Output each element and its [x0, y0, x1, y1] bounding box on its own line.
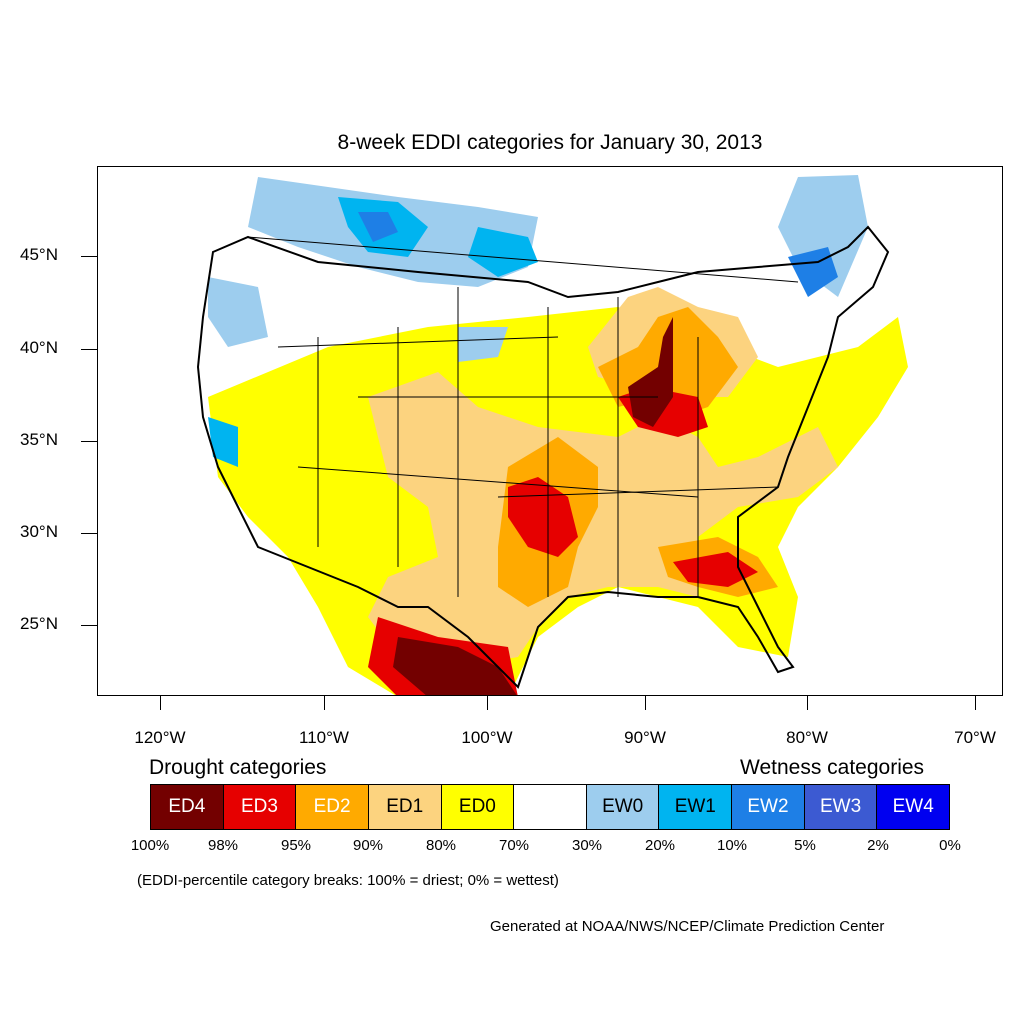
legend-cell-ew0: EW0	[586, 785, 660, 829]
lon-label-120w: 120°W	[134, 728, 186, 747]
state-line-a	[277, 336, 559, 348]
legend-cell-ed4: ED4	[151, 785, 224, 829]
legend-wetness-title: Wetness categories	[740, 756, 925, 779]
lat-label-30: 30°N	[20, 522, 58, 541]
pct-label: 90%	[352, 837, 384, 854]
legend-cell-ed3: ED3	[223, 785, 297, 829]
ed4-field-mx	[393, 637, 517, 695]
pct-label: 80%	[425, 837, 457, 854]
border-canada	[247, 236, 799, 283]
pct-label: 100%	[130, 837, 170, 854]
legend-drought-title: Drought categories	[149, 756, 327, 779]
pct-label: 98%	[207, 837, 239, 854]
category-fields	[208, 175, 908, 695]
lon-label-100w: 100°W	[461, 728, 513, 747]
legend-cell-ew4: EW4	[877, 785, 950, 829]
ew0-field-west	[208, 277, 268, 347]
pct-label: 0%	[939, 837, 961, 854]
lon-tick-100w	[487, 696, 488, 710]
legend-cell-ed0: ED0	[441, 785, 515, 829]
lon-tick-120w	[160, 696, 161, 710]
pct-label: 70%	[498, 837, 530, 854]
legend-cell-ew3: EW3	[804, 785, 878, 829]
lon-tick-90w	[645, 696, 646, 710]
ed3-field-se	[673, 552, 758, 587]
pct-label: 10%	[716, 837, 748, 854]
pct-label: 20%	[644, 837, 676, 854]
lat-tick-45	[81, 256, 97, 257]
ed4-field-mi	[628, 317, 673, 427]
legend-cell-ed1: ED1	[368, 785, 442, 829]
ed3-field	[508, 477, 578, 557]
credit-text: Generated at NOAA/NWS/NCEP/Climate Predi…	[490, 918, 885, 935]
lon-label-70w: 70°W	[954, 728, 996, 747]
ed1-field	[368, 372, 838, 667]
pct-label: 5%	[794, 837, 816, 854]
pct-label: 30%	[571, 837, 603, 854]
lat-label-40: 40°N	[20, 338, 58, 357]
legend-note: (EDDI-percentile category breaks: 100% =…	[137, 872, 559, 889]
lat-tick-35	[81, 441, 97, 442]
lat-label-45: 45°N	[20, 245, 58, 264]
ew1-field-north2	[468, 227, 538, 277]
lat-label-25: 25°N	[20, 614, 58, 633]
lon-tick-70w	[975, 696, 976, 710]
ew2-field-ne	[788, 247, 838, 297]
map-frame[interactable]	[97, 166, 1003, 696]
ew0-field-sd	[458, 327, 508, 362]
lat-label-35: 35°N	[20, 430, 58, 449]
lon-label-80w: 80°W	[786, 728, 828, 747]
legend-color-bar: ED4 ED3 ED2 ED1 ED0 EW0 EW1 EW2 EW3 EW4	[150, 784, 950, 830]
map-title: 8-week EDDI categories for January 30, 2…	[337, 131, 763, 154]
legend-cell-ew2: EW2	[732, 785, 805, 829]
ew2-field-north	[358, 212, 398, 242]
lon-label-90w: 90°W	[624, 728, 666, 747]
lat-tick-40	[81, 349, 97, 350]
legend-cell-neutral	[514, 785, 587, 829]
legend-cell-ew1: EW1	[659, 785, 733, 829]
lon-tick-80w	[807, 696, 808, 710]
lon-label-110w: 110°W	[299, 728, 349, 747]
legend-percentiles: 100% 98% 95% 90% 80% 70% 30% 20% 10% 5% …	[110, 837, 990, 857]
legend-cell-ed2: ED2	[296, 785, 369, 829]
pct-label: 95%	[280, 837, 312, 854]
eddi-map	[196, 175, 908, 695]
us-outline	[196, 225, 890, 689]
pct-label: 2%	[867, 837, 889, 854]
state-line-j	[497, 486, 779, 498]
lat-tick-30	[81, 533, 97, 534]
boundaries	[196, 225, 890, 689]
lon-tick-110w	[324, 696, 325, 710]
ew1-field-sw	[208, 417, 238, 467]
lat-tick-25	[81, 625, 97, 626]
